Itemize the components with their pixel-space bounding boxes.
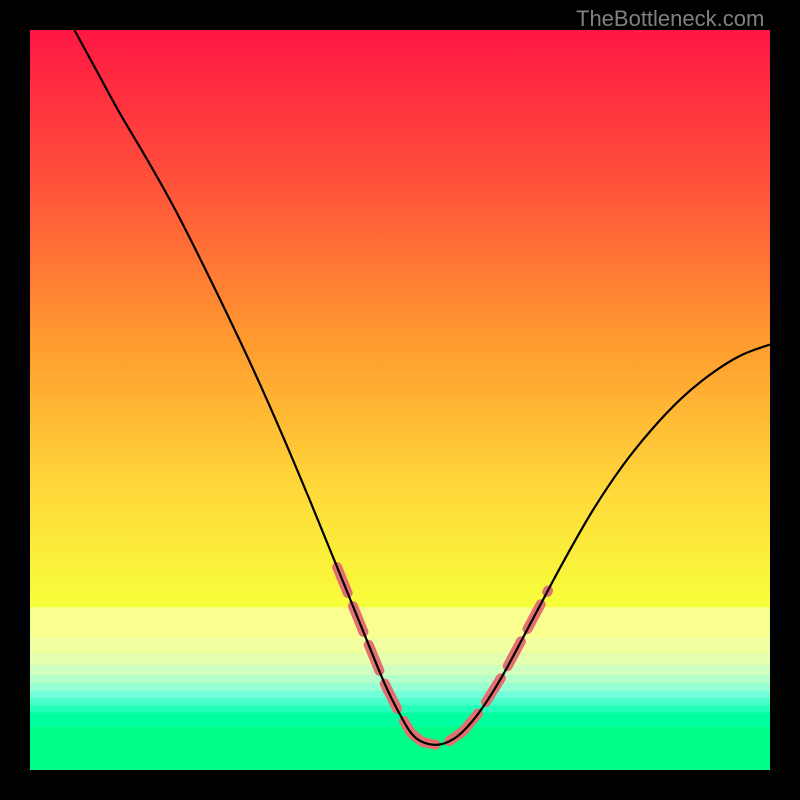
chart-svg <box>30 30 770 770</box>
chart-container <box>30 30 770 770</box>
watermark-text: TheBottleneck.com <box>576 6 764 32</box>
